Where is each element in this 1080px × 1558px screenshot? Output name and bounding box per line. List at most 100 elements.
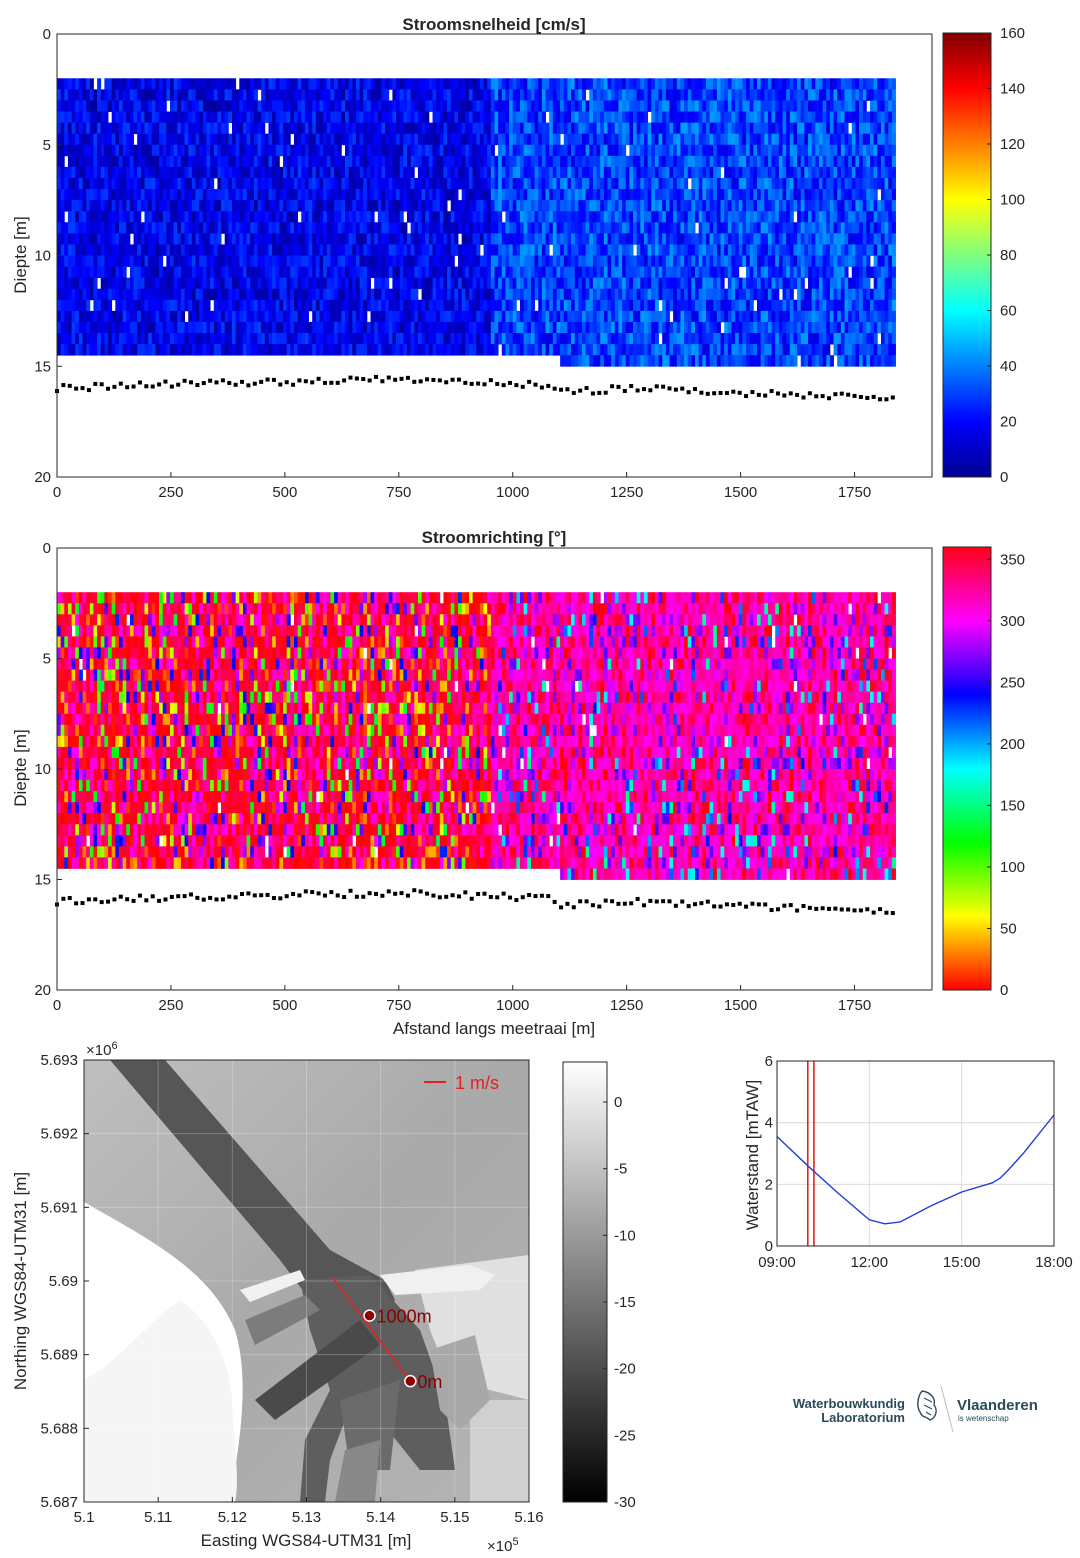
heatmap-cell	[705, 144, 711, 157]
heatmap-cell	[709, 244, 714, 256]
heatmap-cell	[746, 133, 751, 146]
heatmap-cell	[170, 233, 175, 245]
heatmap-cell	[148, 321, 153, 334]
heatmap-cell	[199, 333, 204, 345]
heatmap-cell	[57, 177, 62, 190]
heatmap-cell	[370, 288, 375, 301]
heatmap-cell	[589, 100, 594, 112]
heatmap-cell	[629, 100, 634, 112]
heatmap-cell	[290, 333, 295, 345]
heatmap-cell	[512, 299, 517, 312]
heatmap-cell	[680, 222, 685, 234]
heatmap-cell	[775, 155, 780, 168]
heatmap-cell	[366, 189, 371, 201]
heatmap-cell	[534, 288, 539, 301]
heatmap-cell	[607, 244, 612, 256]
heatmap-cell	[410, 211, 415, 223]
heatmap-cell	[133, 89, 138, 101]
heatmap-cell	[520, 222, 525, 234]
heatmap-cell	[268, 244, 273, 256]
heatmap-cell	[304, 133, 309, 146]
heatmap-cell	[567, 144, 572, 157]
heatmap-cell	[680, 111, 685, 123]
heatmap-cell	[512, 100, 517, 112]
heatmap-cell	[494, 155, 499, 168]
heatmap-cell	[629, 310, 634, 323]
heatmap-cell	[403, 288, 408, 301]
heatmap-cell	[279, 244, 284, 256]
heatmap-cell	[680, 244, 685, 256]
heatmap-cell	[355, 111, 361, 123]
heatmap-cell	[100, 111, 105, 123]
heatmap-cell	[636, 299, 641, 312]
heatmap-cell	[520, 244, 525, 256]
heatmap-cell	[673, 244, 678, 256]
heatmap-cell	[257, 244, 262, 256]
heatmap-cell	[195, 321, 200, 334]
heatmap-cell	[253, 189, 258, 201]
heatmap-cell	[574, 133, 579, 146]
heatmap-cell	[629, 244, 634, 256]
heatmap-cell	[458, 255, 463, 267]
heatmap-cell	[468, 299, 474, 312]
heatmap-cell	[261, 133, 266, 146]
heatmap-cell	[578, 122, 583, 135]
heatmap-cell	[352, 189, 357, 201]
heatmap-cell	[425, 78, 430, 90]
heatmap-cell	[323, 222, 328, 234]
heatmap-cell	[283, 189, 288, 201]
heatmap-cell	[297, 89, 302, 101]
heatmap-cell	[742, 344, 747, 356]
heatmap-cell	[574, 288, 579, 301]
heatmap-cell	[319, 310, 324, 323]
heatmap-cell	[392, 89, 397, 101]
heatmap-cell	[753, 255, 758, 267]
heatmap-cell	[228, 310, 233, 323]
heatmap-cell	[210, 277, 215, 290]
heatmap-cell	[746, 111, 751, 123]
heatmap-cell	[541, 78, 546, 90]
heatmap-cell	[698, 144, 703, 157]
heatmap-cell	[242, 321, 247, 334]
heatmap-cell	[100, 222, 105, 234]
heatmap-cell	[235, 100, 240, 112]
heatmap-cell	[232, 277, 237, 290]
heatmap-cell	[137, 144, 142, 157]
heatmap-cell	[89, 133, 94, 146]
heatmap-cell	[407, 310, 412, 323]
heatmap-cell	[403, 344, 408, 356]
heatmap-cell	[658, 255, 663, 267]
heatmap-cell	[578, 233, 583, 245]
heatmap-cell	[341, 133, 346, 146]
heatmap-cell	[410, 344, 415, 356]
heatmap-cell	[170, 177, 175, 190]
heatmap-cell	[538, 288, 543, 301]
heatmap-cell	[414, 189, 419, 201]
heatmap-cell	[585, 299, 590, 312]
heatmap-cell	[133, 344, 138, 356]
heatmap-cell	[330, 233, 335, 245]
heatmap-cell	[268, 111, 273, 123]
heatmap-cell	[246, 89, 251, 101]
heatmap-cell	[151, 321, 156, 334]
heatmap-cell	[651, 133, 656, 146]
heatmap-cell	[275, 89, 280, 101]
heatmap-cell	[122, 344, 127, 356]
heatmap-cell	[563, 233, 568, 245]
heatmap-cell	[308, 122, 313, 135]
heatmap-cell	[162, 344, 167, 356]
heatmap-cell	[665, 133, 670, 146]
heatmap-cell	[425, 233, 430, 245]
heatmap-cell	[731, 321, 736, 334]
heatmap-cell	[454, 288, 459, 301]
heatmap-cell	[592, 333, 597, 345]
heatmap-cell	[567, 288, 572, 301]
heatmap-cell	[760, 133, 765, 146]
heatmap-cell	[71, 177, 76, 190]
heatmap-cell	[75, 211, 80, 223]
heatmap-cell	[348, 299, 353, 312]
heatmap-cell	[436, 100, 441, 112]
heatmap-cell	[118, 78, 124, 90]
heatmap-cell	[589, 122, 594, 135]
heatmap-cell	[86, 244, 91, 256]
